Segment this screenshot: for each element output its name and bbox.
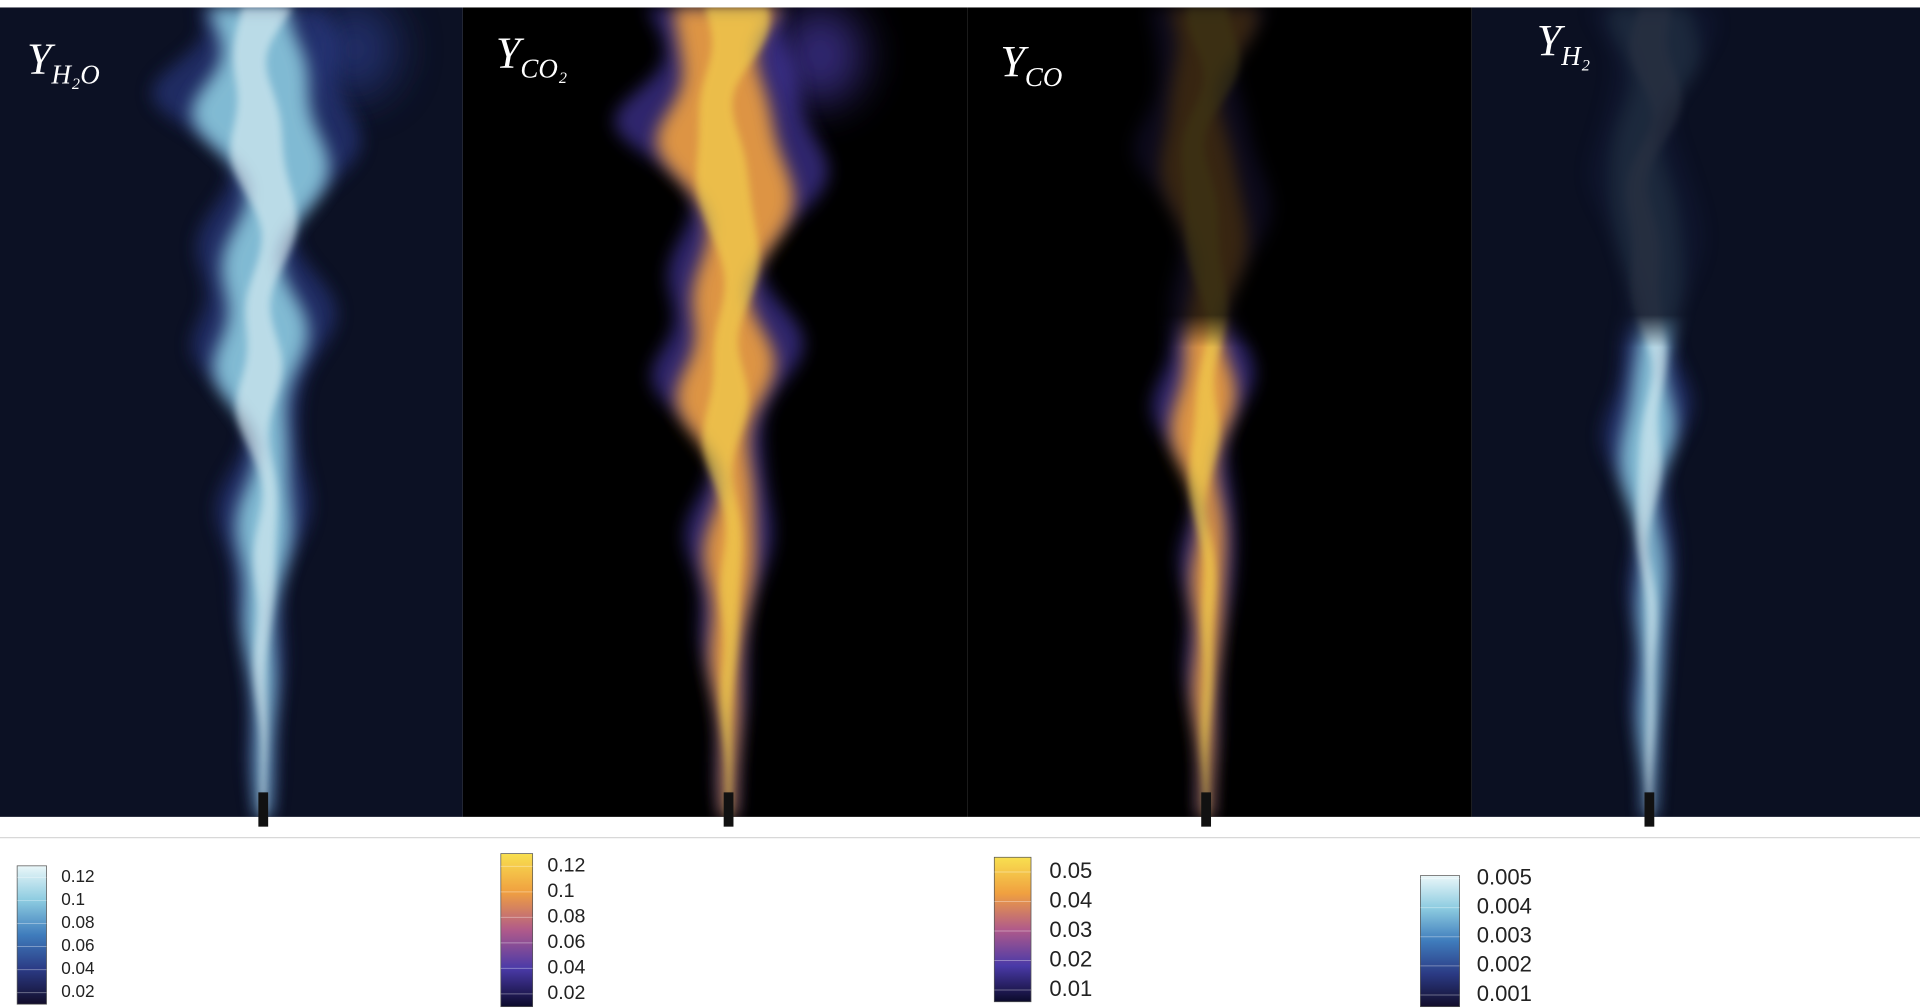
colorbar-tick-label: 0.005 (1477, 864, 1532, 889)
colorbar (501, 854, 533, 1007)
colorbar-tick-label: 0.06 (547, 931, 585, 953)
colorbar-tick-label: 0.02 (61, 981, 94, 1001)
label-subscript: CO (1025, 62, 1062, 92)
colorbar-tick-label: 0.001 (1477, 981, 1532, 1006)
colorbar (17, 866, 46, 1004)
nozzle (1201, 792, 1211, 826)
colorbar-tick-label: 0.1 (61, 889, 85, 909)
colorbar-tick-label: 0.12 (61, 866, 94, 886)
figure: YH₂O0.120.10.080.060.040.02YCO₂0.120.10.… (0, 0, 1920, 1008)
panel-background (1472, 7, 1920, 816)
label-subscript: H₂ (1560, 41, 1590, 71)
nozzle (1644, 792, 1654, 826)
colorbar-tick-label: 0.04 (547, 957, 585, 979)
colorbar (994, 857, 1031, 1001)
colorbar-tick-label: 0.12 (547, 855, 585, 877)
label-subscript: H₂O (50, 59, 99, 89)
label-subscript: CO₂ (520, 53, 567, 83)
colorbar-tick-label: 0.08 (547, 906, 585, 928)
colorbar-tick-label: 0.003 (1477, 923, 1532, 948)
nozzle (258, 792, 268, 826)
colorbar-tick-label: 0.04 (61, 958, 95, 978)
colorbar-tick-label: 0.02 (1049, 946, 1092, 971)
colorbar-tick-label: 0.04 (1049, 887, 1092, 912)
colorbar-tick-label: 0.004 (1477, 893, 1532, 918)
colorbar-tick-label: 0.05 (1049, 858, 1092, 883)
nozzle (724, 792, 734, 826)
colorbar (1420, 876, 1459, 1007)
colorbar-tick-label: 0.1 (547, 880, 574, 902)
colorbar-tick-label: 0.002 (1477, 952, 1532, 977)
colorbar-tick-label: 0.08 (61, 912, 94, 932)
colorbar-tick-label: 0.03 (1049, 917, 1092, 942)
colorbar-tick-label: 0.01 (1049, 976, 1092, 1001)
colorbar-tick-label: 0.06 (61, 935, 94, 955)
colorbar-tick-label: 0.02 (547, 982, 585, 1004)
